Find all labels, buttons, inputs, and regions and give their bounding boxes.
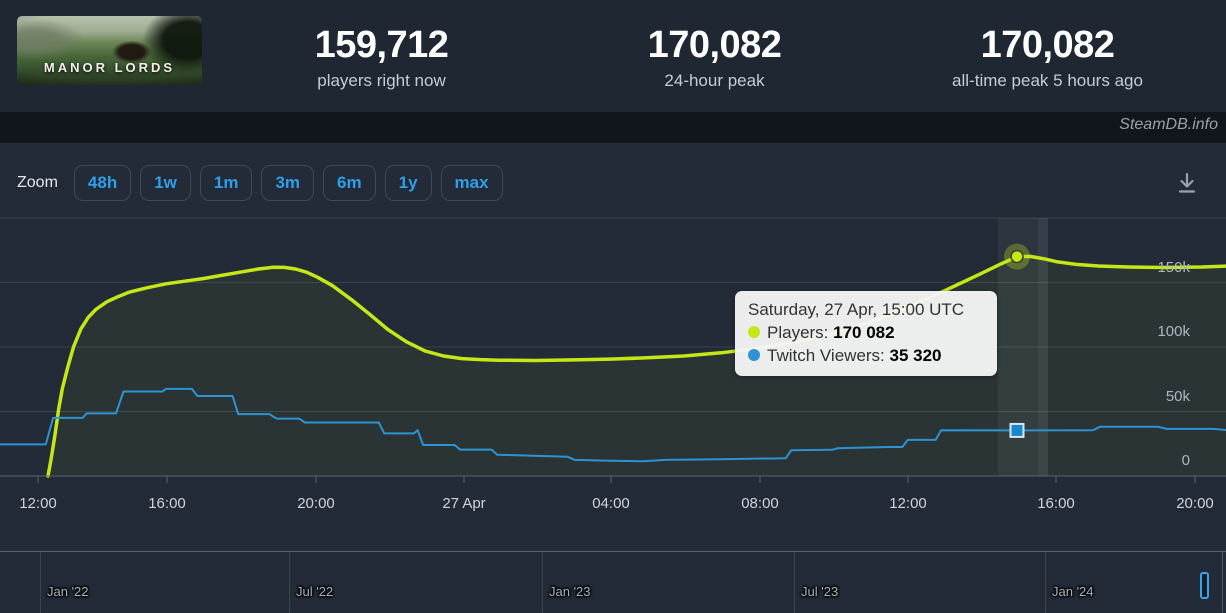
navigator-label: Jan '24	[1052, 584, 1094, 599]
navigator-gridline	[40, 552, 41, 613]
x-axis-label: 27 Apr	[442, 495, 486, 512]
y-axis-label: 0	[1181, 452, 1190, 469]
players-now-label: players right now	[317, 71, 446, 91]
zoom-button-1m[interactable]: 1m	[199, 165, 253, 201]
watermark-band: SteamDB.info	[0, 112, 1226, 143]
stat-players-now: 159,712 players right now	[215, 0, 548, 112]
download-icon[interactable]	[1174, 170, 1200, 196]
navigator-label: Jul '22	[296, 584, 334, 599]
player-chart[interactable]: Saturday, 27 Apr, 15:00 UTC Players: 170…	[0, 212, 1226, 483]
alltime-peak-label: all-time peak 5 hours ago	[952, 71, 1143, 91]
game-banner[interactable]: MANOR LORDS	[17, 16, 202, 85]
zoom-button-3m[interactable]: 3m	[261, 165, 315, 201]
zoom-button-48h[interactable]: 48h	[73, 165, 132, 201]
peak-24h-label: 24-hour peak	[664, 71, 765, 91]
stat-alltime-peak: 170,082 all-time peak 5 hours ago	[881, 0, 1214, 112]
series-line-twitch-viewers	[0, 387, 1226, 463]
tooltip-title: Saturday, 27 Apr, 15:00 UTC	[748, 300, 965, 319]
stat-24h-peak: 170,082 24-hour peak	[548, 0, 881, 112]
series-dot-icon	[748, 349, 760, 361]
x-axis-label: 04:00	[592, 495, 630, 512]
navigator-gridline	[289, 552, 290, 613]
navigator-right-edge	[1222, 552, 1223, 613]
players-now-value: 159,712	[314, 23, 449, 66]
navigator-gridline	[1045, 552, 1046, 613]
game-banner-title: MANOR LORDS	[43, 60, 176, 75]
x-axis-label: 20:00	[297, 495, 335, 512]
peak-24h-value: 170,082	[647, 23, 782, 66]
x-axis-label: 12:00	[889, 495, 927, 512]
zoom-label: Zoom	[17, 174, 58, 191]
y-axis-label: 150k	[1157, 258, 1190, 276]
navigator-gridline	[542, 552, 543, 613]
hover-band	[1038, 218, 1048, 476]
x-axis-label: 12:00	[19, 495, 57, 512]
chart-section: Zoom 48h 1w 1m 3m 6m 1y max Saturday, 27 Apr, …	[0, 143, 1226, 613]
tooltip-row-players: Players: 170 082	[748, 323, 984, 343]
header-stats: 159,712 players right now 170,082 24-hou…	[215, 0, 1214, 112]
zoom-button-max[interactable]: max	[440, 165, 503, 201]
x-axis-label: 08:00	[741, 495, 779, 512]
chart-tooltip: Saturday, 27 Apr, 15:00 UTC Players: 170…	[735, 291, 997, 376]
navigator-label: Jan '22	[47, 584, 89, 599]
navigator-handle[interactable]	[1200, 572, 1209, 599]
zoom-buttons: 48h 1w 1m 3m 6m 1y max	[73, 165, 503, 201]
navigator-gridline	[794, 552, 795, 613]
twitch-hover-marker	[1009, 422, 1025, 438]
zoom-button-1w[interactable]: 1w	[140, 165, 191, 201]
zoom-button-1y[interactable]: 1y	[384, 165, 432, 201]
zoom-button-6m[interactable]: 6m	[323, 165, 376, 201]
range-selector-toolbar: Zoom 48h 1w 1m 3m 6m 1y max	[17, 163, 503, 203]
players-hover-marker	[1010, 249, 1024, 264]
y-axis-label: 100k	[1157, 323, 1190, 340]
y-axis-label: 50k	[1165, 387, 1190, 405]
series-area-players	[48, 256, 1226, 476]
series-line-players	[46, 254, 1226, 478]
alltime-peak-value: 170,082	[980, 23, 1115, 66]
app-header: MANOR LORDS 159,712 players right now 17…	[0, 0, 1226, 112]
series-dot-icon	[748, 326, 760, 338]
range-navigator[interactable]: Jan '22 Jul '22 Jan '23 Jul '23 Jan '24	[0, 551, 1226, 613]
tooltip-row-twitch-viewers: Twitch Viewers: 35 320	[748, 346, 984, 366]
x-axis-label: 16:00	[1037, 495, 1075, 512]
x-axis-label: 20:00	[1176, 495, 1214, 512]
steamdb-watermark: SteamDB.info	[1119, 116, 1218, 133]
chart-plot-area[interactable]	[0, 212, 1226, 484]
navigator-label: Jul '23	[801, 584, 839, 599]
x-axis-label: 16:00	[148, 495, 186, 512]
navigator-label: Jan '23	[549, 584, 591, 599]
